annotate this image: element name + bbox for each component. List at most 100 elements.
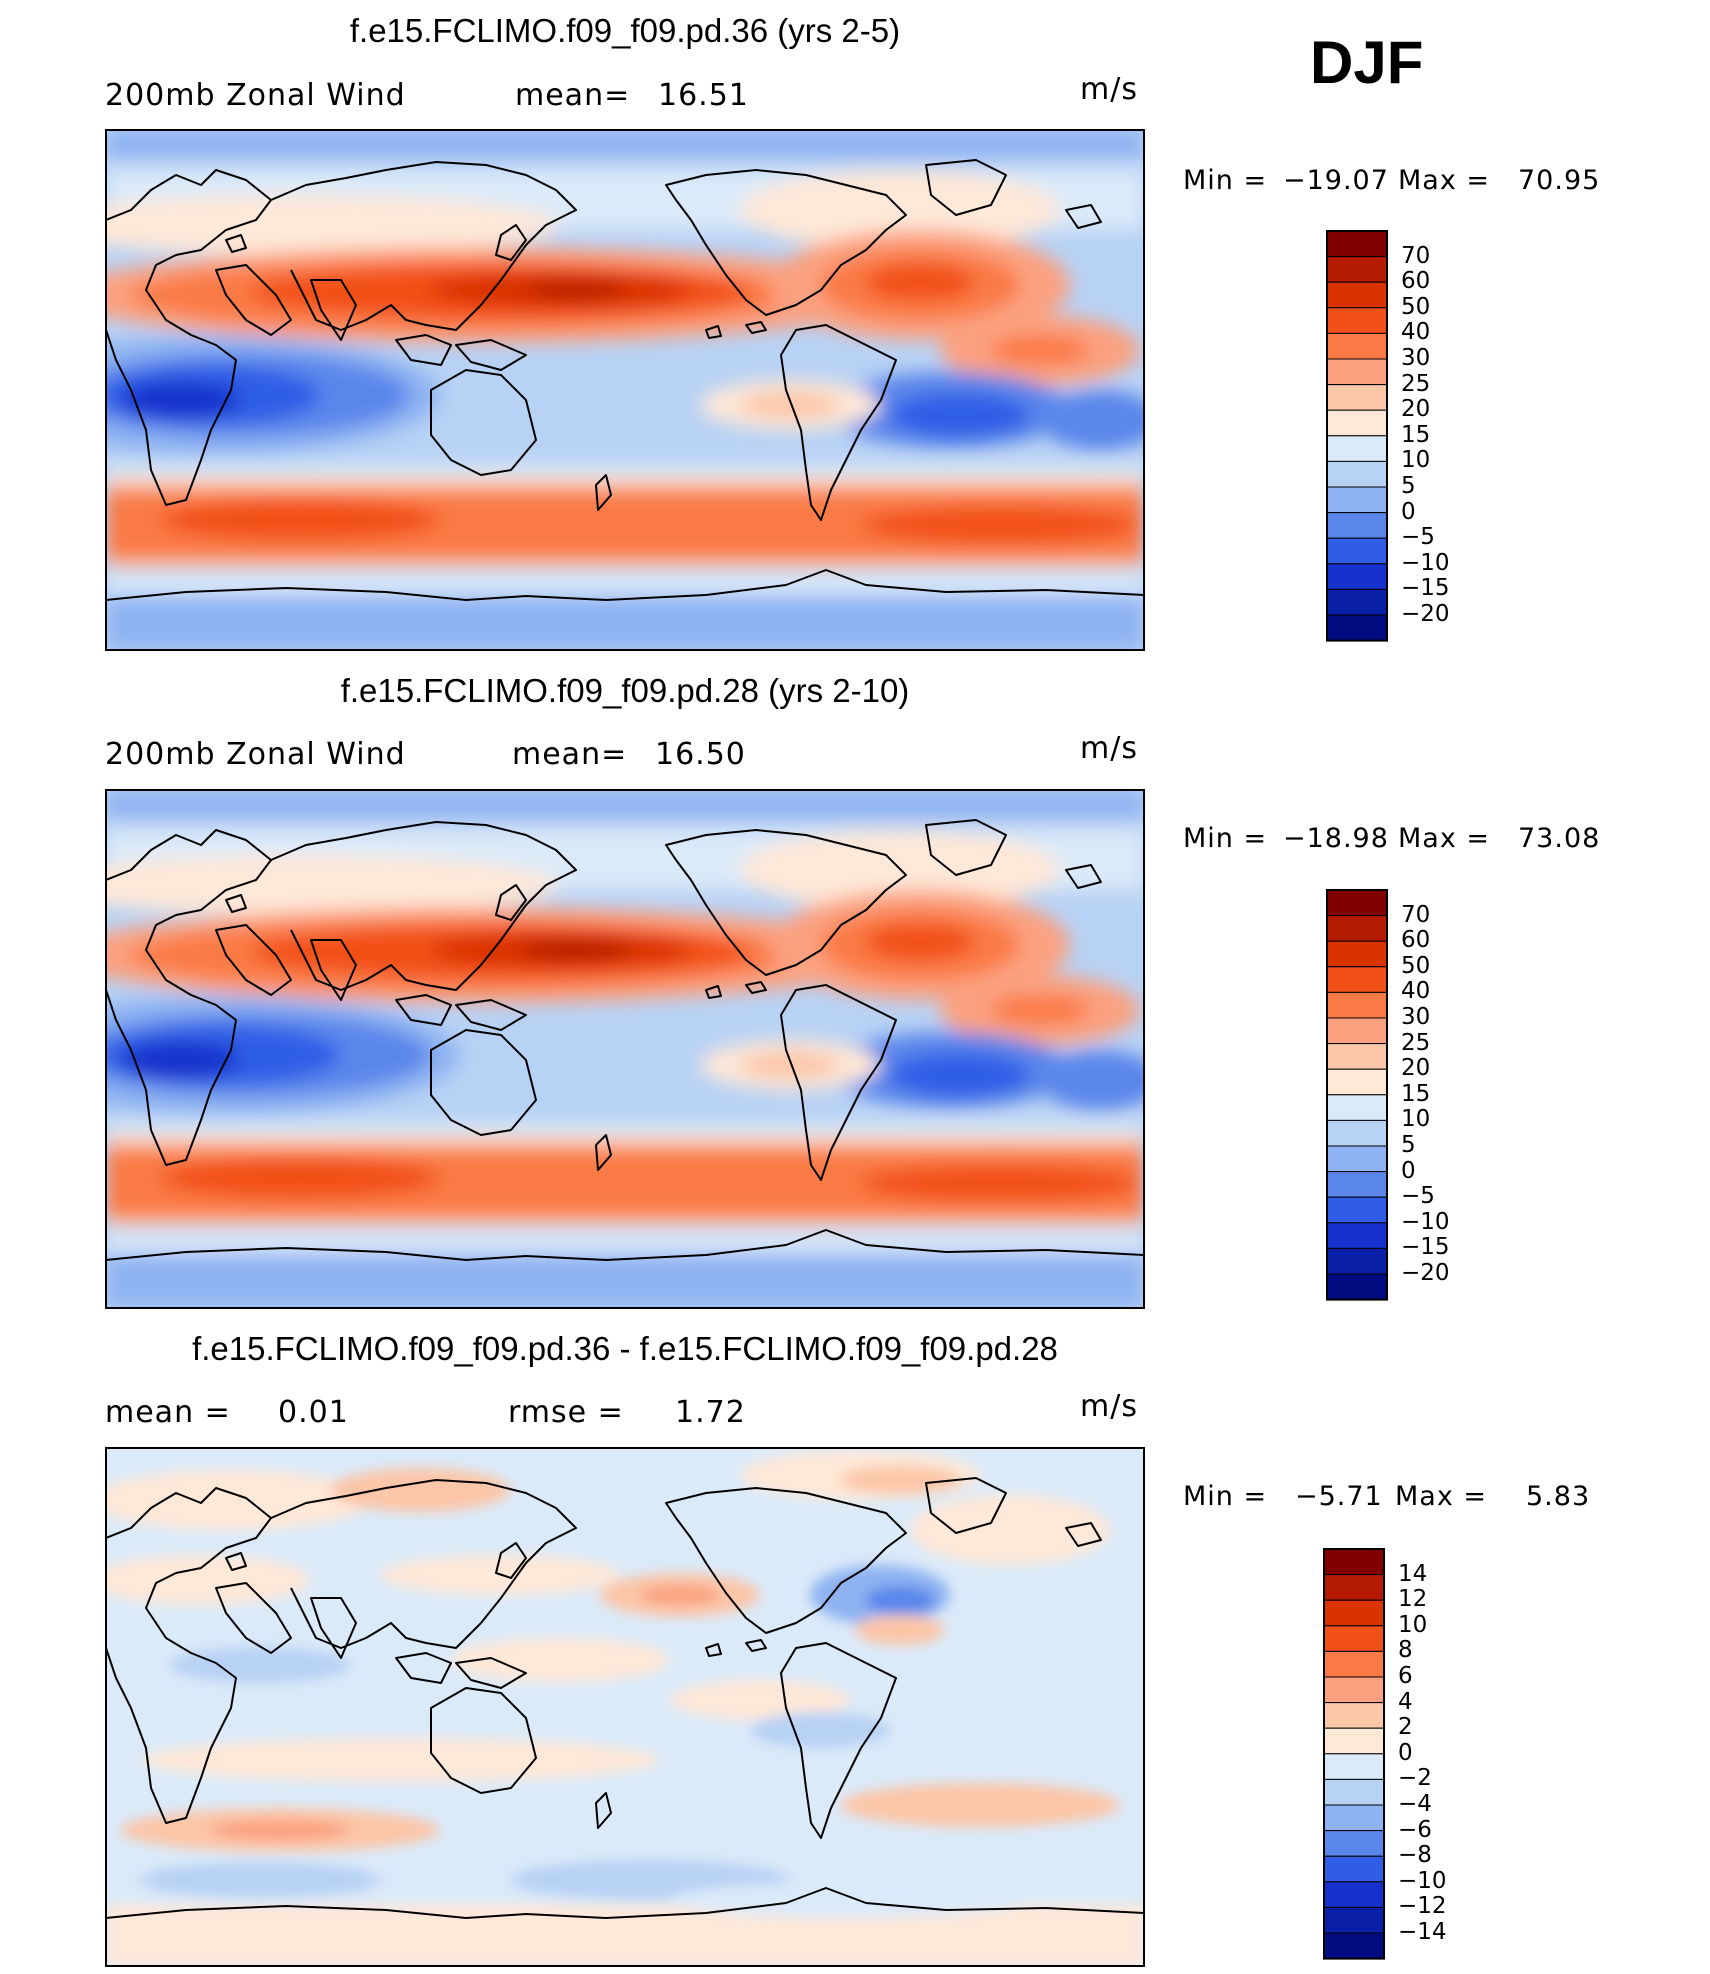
colorbar-tick-label: 10 xyxy=(1401,447,1431,474)
colorbar-swatch xyxy=(1326,1043,1388,1070)
colorbar-tick-label: −5 xyxy=(1401,1183,1435,1210)
colorbar-panel2 xyxy=(1326,889,1388,1301)
panel3-min-value: −5.71 xyxy=(1295,1481,1383,1512)
colorbar-swatch xyxy=(1323,1574,1385,1601)
colorbar-swatch xyxy=(1326,537,1388,565)
colorbar-swatch xyxy=(1326,1273,1388,1301)
panel2-max-value: 73.08 xyxy=(1518,823,1601,854)
colorbar-tick-label: −10 xyxy=(1398,1867,1447,1894)
colorbar-swatch xyxy=(1326,614,1388,642)
colorbar-panel1 xyxy=(1326,230,1388,642)
colorbar-swatch xyxy=(1326,281,1388,309)
colorbar-swatch xyxy=(1323,1676,1385,1704)
colorbar-tick-label: 25 xyxy=(1401,1029,1431,1056)
colorbar-tick-label: 60 xyxy=(1401,268,1431,295)
panel2-min-label: Min = xyxy=(1183,823,1268,854)
colorbar-swatch xyxy=(1323,1727,1385,1755)
colorbar-swatch xyxy=(1323,1804,1385,1832)
panel2-mean-value: 16.50 xyxy=(655,737,746,772)
colorbar-tick-label: −15 xyxy=(1401,1234,1450,1261)
panel1-variable-label: 200mb Zonal Wind xyxy=(105,78,406,113)
colorbar-tick-label: 12 xyxy=(1398,1586,1428,1613)
colorbar-tick-label: 50 xyxy=(1401,952,1431,979)
colorbar-swatch xyxy=(1326,435,1388,462)
panel2-units: m/s xyxy=(1080,731,1138,766)
panel1-max-value: 70.95 xyxy=(1518,165,1601,196)
panel3-title: f.e15.FCLIMO.f09_f09.pd.36 - f.e15.FCLIM… xyxy=(192,1330,1058,1367)
colorbar-tick-label: 5 xyxy=(1401,473,1416,499)
colorbar-tick-label: 14 xyxy=(1398,1560,1428,1587)
colorbar-swatch xyxy=(1323,1830,1385,1857)
colorbar-tick-label: −10 xyxy=(1401,549,1450,576)
colorbar-tick-label: 20 xyxy=(1401,396,1431,423)
colorbar-swatch xyxy=(1326,588,1388,616)
colorbar-swatch xyxy=(1326,307,1388,334)
colorbar-swatch xyxy=(1326,460,1388,488)
panel3-rmse-value: 1.72 xyxy=(675,1395,746,1430)
panel2-mean-label: mean= xyxy=(512,737,628,772)
panel3-mean-label: mean = xyxy=(105,1395,231,1430)
colorbar-swatch xyxy=(1326,1196,1388,1224)
colorbar-tick-label: 15 xyxy=(1401,1080,1431,1107)
colorbar-tick-label: 30 xyxy=(1401,345,1431,371)
panel2-map xyxy=(105,789,1145,1309)
colorbar-swatch xyxy=(1326,966,1388,993)
colorbar-tick-label: 0 xyxy=(1398,1739,1413,1766)
panel1-units: m/s xyxy=(1080,72,1138,107)
panel1-mean-value: 16.51 xyxy=(658,78,749,113)
colorbar-swatch xyxy=(1326,384,1388,411)
colorbar-swatch xyxy=(1326,230,1388,258)
colorbar-swatch xyxy=(1326,1247,1388,1275)
panel1-max-label: Max = xyxy=(1398,165,1491,196)
colorbar-tick-label: −6 xyxy=(1398,1816,1432,1843)
colorbar-swatch xyxy=(1326,512,1388,539)
panel3-max-value: 5.83 xyxy=(1526,1481,1591,1512)
colorbar-tick-label: −10 xyxy=(1401,1208,1450,1235)
colorbar-swatch xyxy=(1323,1855,1385,1883)
colorbar-swatch xyxy=(1323,1932,1385,1960)
colorbar-swatch xyxy=(1326,486,1388,514)
panel2-min-value: −18.98 xyxy=(1283,823,1389,854)
colorbar-tick-label: 15 xyxy=(1401,421,1431,448)
panel3-min-label: Min = xyxy=(1183,1481,1268,1512)
colorbar-swatch xyxy=(1323,1906,1385,1934)
colorbar-swatch xyxy=(1326,1017,1388,1045)
colorbar-tick-label: 40 xyxy=(1401,319,1431,346)
colorbar-tick-label: 10 xyxy=(1401,1106,1431,1133)
colorbar-tick-label: −20 xyxy=(1401,601,1450,627)
colorbar-swatch xyxy=(1323,1625,1385,1652)
panel3-mean-value: 0.01 xyxy=(278,1395,349,1430)
colorbar-tick-label: 25 xyxy=(1401,370,1431,397)
panel1-min-value: −19.07 xyxy=(1283,165,1389,196)
colorbar-swatch xyxy=(1326,889,1388,917)
colorbar-tick-label: 6 xyxy=(1398,1663,1413,1689)
colorbar-tick-label: 50 xyxy=(1401,293,1431,320)
colorbar-swatch xyxy=(1326,332,1388,360)
colorbar-tick-label: −20 xyxy=(1401,1260,1450,1286)
colorbar-swatch xyxy=(1323,1702,1385,1729)
panel2-max-label: Max = xyxy=(1398,823,1491,854)
panel3-map xyxy=(105,1447,1145,1967)
colorbar-swatch xyxy=(1326,1068,1388,1096)
colorbar-tick-label: −2 xyxy=(1398,1765,1432,1792)
colorbar-tick-label: 70 xyxy=(1401,242,1431,269)
colorbar-tick-label: 5 xyxy=(1401,1132,1416,1158)
colorbar-swatch xyxy=(1323,1599,1385,1627)
colorbar-tick-label: −5 xyxy=(1401,524,1435,551)
colorbar-tick-label: −12 xyxy=(1398,1893,1447,1920)
colorbar-panel3 xyxy=(1323,1548,1385,1960)
panel3-max-label: Max = xyxy=(1395,1481,1488,1512)
colorbar-swatch xyxy=(1323,1881,1385,1908)
colorbar-tick-label: −14 xyxy=(1398,1919,1447,1945)
colorbar-swatch xyxy=(1326,1119,1388,1147)
colorbar-swatch xyxy=(1323,1753,1385,1780)
colorbar-swatch xyxy=(1326,409,1388,437)
colorbar-swatch xyxy=(1326,1171,1388,1198)
colorbar-tick-label: 30 xyxy=(1401,1004,1431,1030)
panel3-rmse-label: rmse = xyxy=(508,1395,624,1430)
colorbar-tick-label: −8 xyxy=(1398,1842,1432,1869)
colorbar-tick-label: 0 xyxy=(1401,1157,1416,1184)
panel1-title: f.e15.FCLIMO.f09_f09.pd.36 (yrs 2-5) xyxy=(349,12,901,49)
colorbar-tick-label: 2 xyxy=(1398,1714,1413,1741)
